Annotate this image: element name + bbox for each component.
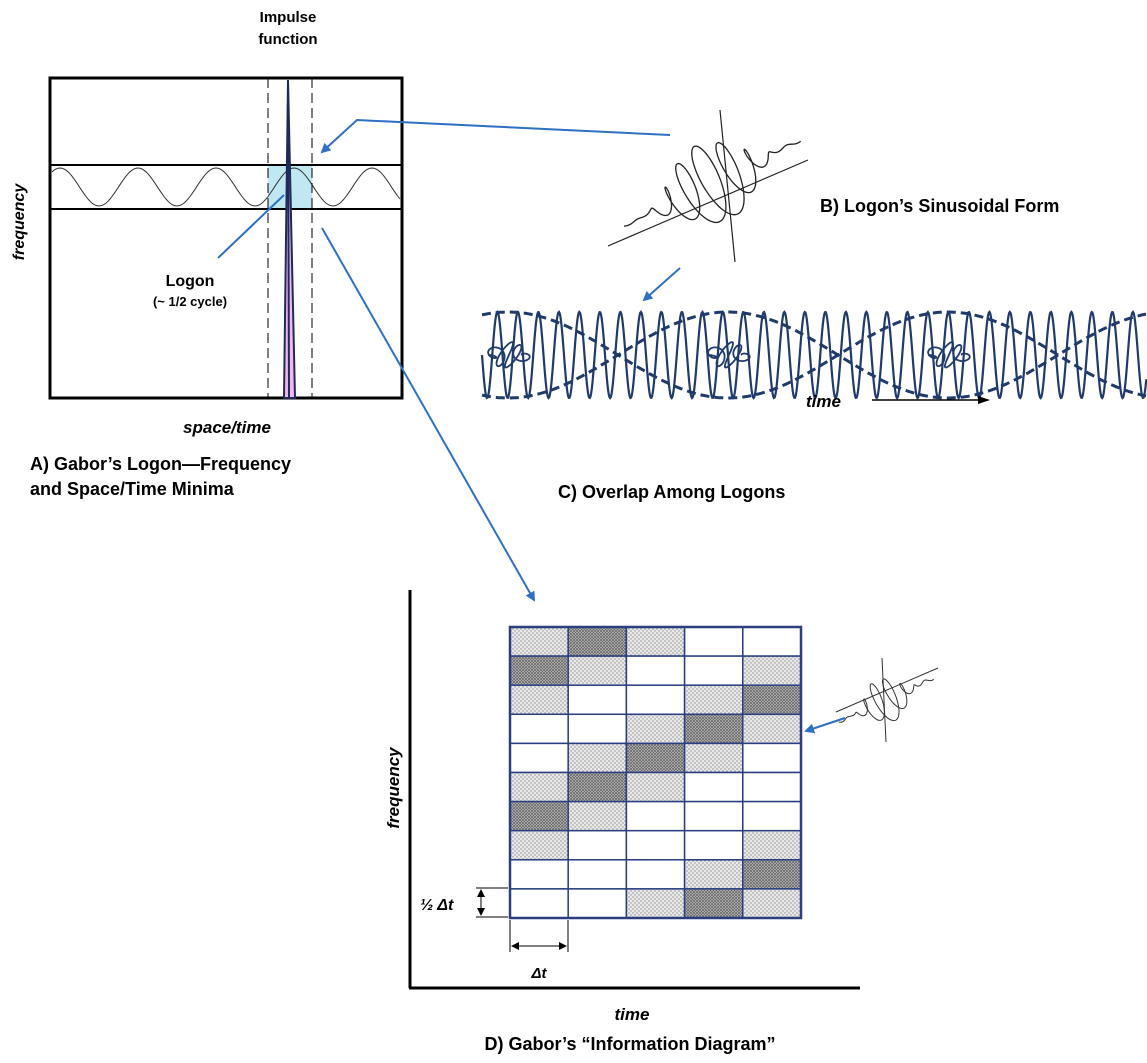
grid-cell-light [567,655,628,686]
panel-a-frame [48,76,404,400]
impulse-label-line2: function [258,31,317,48]
small-logon-icon [835,657,939,743]
logon-label: Logon [166,273,215,290]
wave-node [487,341,531,369]
grid-cell-dark [683,713,744,745]
grid-cell-light [742,713,802,745]
panel-a-y-axis-label: frequency [11,183,28,261]
grid-cell-white [509,888,569,919]
panel-a-caption-line2: and Space/Time Minima [30,479,235,499]
grid-cell-light [625,626,686,657]
grid-cell-white [625,655,686,686]
logon-sinusoid-icon [607,109,809,263]
panel-c: time C) Overlap Among Logons [480,310,1147,502]
grid-cell-light [742,829,802,861]
grid-cell-light [567,800,628,832]
grid-cell-light [567,742,628,774]
panel-a: Impulse function Logon (~ 1/2 cycle) fre… [11,9,404,499]
wave-carrier [480,310,1147,400]
logon-sublabel: (~ 1/2 cycle) [153,294,227,309]
arrow-icon-to-d [804,717,846,734]
grid-cell-light [509,829,569,861]
wave-node [927,341,971,369]
grid-cell-light [742,655,802,686]
grid-cell-white [742,742,802,774]
information-grid [508,625,803,920]
grid-cell-white [509,742,569,774]
grid-cell-white [742,771,802,803]
grid-cell-dark [567,771,628,803]
impulse-center [287,79,290,399]
grid-cell-white [625,684,686,716]
grid-cell-white [625,829,686,861]
grid-cell-light [683,859,744,890]
grid-cell-light [742,888,802,919]
grid-cell-white [742,626,802,657]
logon-pointer [217,194,285,259]
arrow-a-to-d [321,227,535,602]
grid-cell-white [683,655,744,686]
panel-b: B) Logon’s Sinusoidal Form [607,109,1059,263]
panel-d-y-axis-label: frequency [384,746,403,829]
panel-d-caption: D) Gabor’s “Information Diagram” [484,1034,775,1054]
grid-cell-dark [742,684,802,716]
grid-cell-white [509,713,569,745]
grid-cell-light [683,742,744,774]
grid-cell-white [567,859,628,890]
wave-envelope [481,310,1147,357]
panel-d: ½ Δt Δt frequency time D) Gabor’s “Infor… [384,590,939,1054]
arrow-b-to-c [642,267,681,302]
grid-cell-dark [742,859,802,890]
dt-marker [509,920,569,952]
grid-cell-white [683,771,744,803]
grid-cell-white [625,859,686,890]
row-height-label: ½ Δt [420,897,454,914]
grid-cell-light [509,684,569,716]
grid-cell-dark [509,655,569,686]
panel-a-caption-line1: A) Gabor’s Logon—Frequency [30,454,291,474]
overlapping-logons-wave [480,310,1147,400]
grid-cell-white [567,829,628,861]
grid-cell-light [625,713,686,745]
grid-cell-light [683,684,744,716]
panel-a-x-axis-label: space/time [183,418,271,437]
grid-cell-dark [683,888,744,919]
band-sinusoid [51,167,401,207]
impulse-label-line1: Impulse [260,9,317,26]
grid-cell-white [509,859,569,890]
grid-cell-white [567,713,628,745]
grid-cell-white [683,800,744,832]
grid-cell-dark [567,626,628,657]
connector-arrows [320,118,846,734]
grid-frame [508,625,803,920]
panel-c-axis-label: time [806,392,841,411]
grid-cell-light [509,771,569,803]
grid-cell-white [742,800,802,832]
grid-cell-dark [509,800,569,832]
grid-cell-white [683,829,744,861]
wave-node [707,341,751,369]
grid-cell-white [625,800,686,832]
grid-cell-white [567,684,628,716]
grid-cell-white [567,888,628,919]
panel-b-caption: B) Logon’s Sinusoidal Form [820,196,1059,216]
grid-cell-light [509,626,569,657]
grid-cell-white [683,626,744,657]
panel-d-x-axis-label: time [615,1005,650,1024]
arrow-b-to-a [320,118,671,154]
panel-c-caption: C) Overlap Among Logons [558,482,785,502]
half-dt-marker [476,887,508,918]
col-width-label: Δt [530,965,547,982]
grid-cell-light [625,888,686,919]
grid-cell-dark [625,742,686,774]
grid-cell-light [625,771,686,803]
